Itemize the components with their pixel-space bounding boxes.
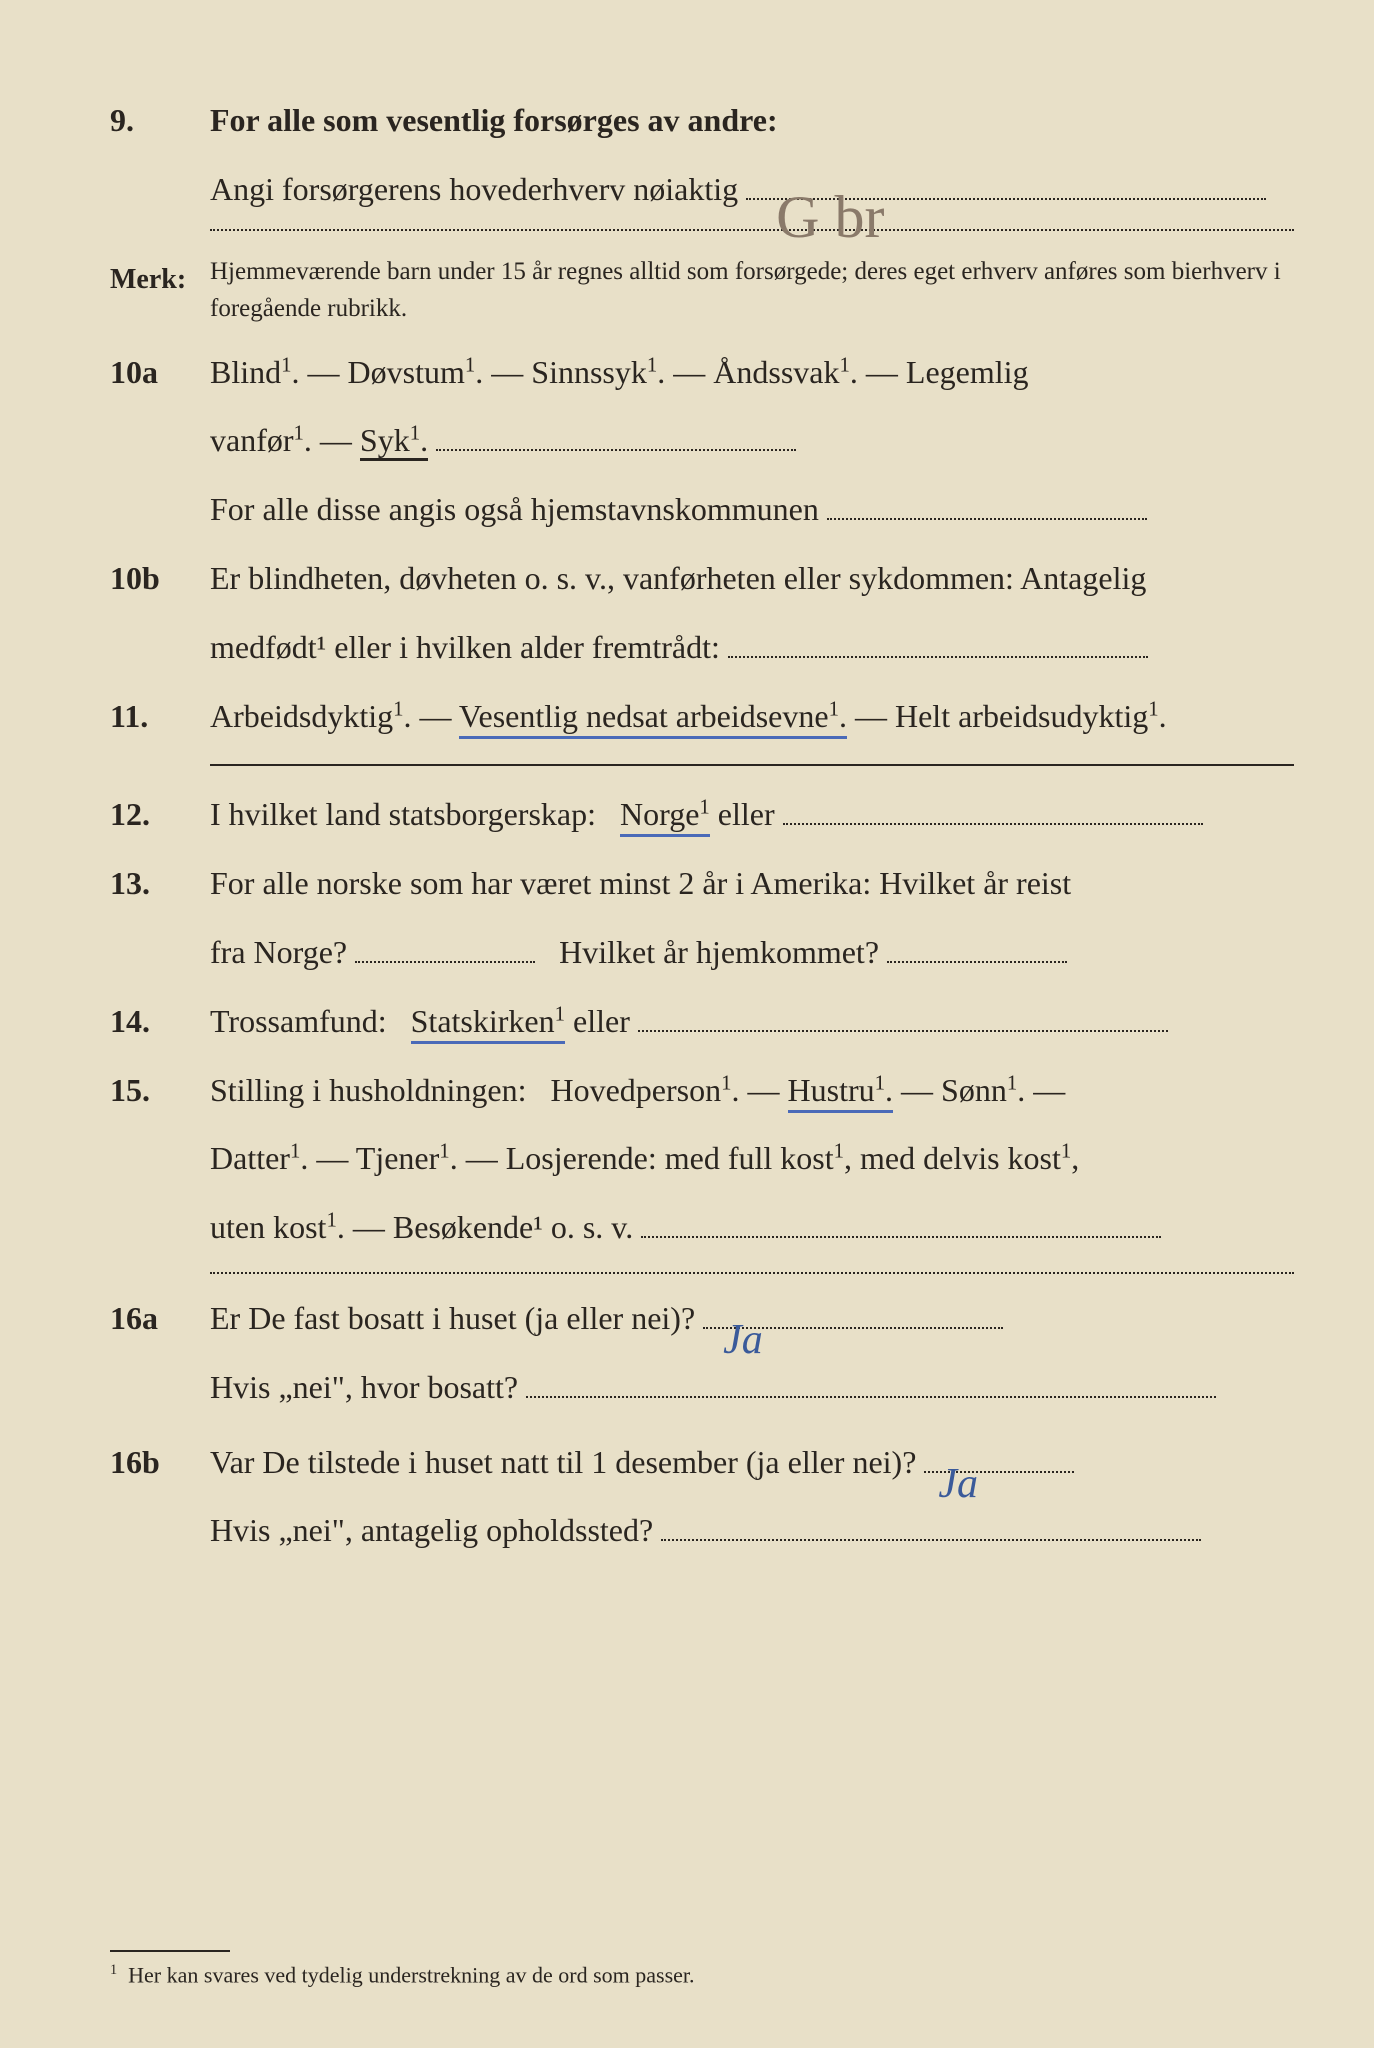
q16b-text2: Hvis „nei", antagelig opholdssted? [210, 1512, 653, 1548]
q14-statskirken-underlined: Statskirken1 [411, 1003, 565, 1044]
q15-fill [641, 1236, 1161, 1238]
q15-besokende: Besøkende¹ o. s. v. [393, 1209, 633, 1245]
q10a-opt-syk-underlined: Syk1. [360, 422, 428, 461]
q15-number: 15. [110, 1060, 210, 1121]
q16a-text2: Hvis „nei", hvor bosatt? [210, 1369, 518, 1405]
q11-line: 11. Arbeidsdyktig1. — Vesentlig nedsat a… [110, 686, 1294, 747]
q10a-opt-blind: Blind1. [210, 354, 300, 390]
q15-sonn: Sønn1. [941, 1072, 1025, 1108]
q16a-answer-line: Ja [703, 1327, 1003, 1329]
q11-number: 11. [110, 686, 210, 747]
q9-handwritten-answer: G br [776, 160, 884, 274]
q16b-text1: Var De tilstede i huset natt til 1 desem… [210, 1444, 916, 1480]
merk-text: Hjemmeværende barn under 15 år regnes al… [210, 253, 1294, 328]
q13-fill1 [355, 961, 535, 963]
q12-number: 12. [110, 784, 210, 845]
q16b-line2: Hvis „nei", antagelig opholdssted? [110, 1500, 1294, 1561]
divider-1 [210, 764, 1294, 766]
q10b-fill [728, 656, 1148, 658]
q11-opt1: Arbeidsdyktig1. [210, 698, 412, 734]
q14-line: 14. Trossamfund: Statskirken1 eller [110, 991, 1294, 1052]
q13-hjemkommet: Hvilket år hjemkommet? [559, 934, 879, 970]
q15-text: Stilling i husholdningen: [210, 1072, 526, 1108]
q15-datter: Datter1. [210, 1140, 308, 1176]
q10a-hjemstavn-fill [827, 518, 1147, 520]
q10b-text1: Er blindheten, døvheten o. s. v., vanfør… [210, 548, 1294, 609]
footnote-text: 1 Her kan svares ved tydelig understrekn… [110, 1962, 1294, 1988]
q9-line2: Angi forsørgerens hovederhverv nøiaktig … [110, 159, 1294, 220]
q13-fill2 [887, 961, 1067, 963]
q12-norge-underlined: Norge1 [620, 796, 710, 837]
q15-line1: 15. Stilling i husholdningen: Hovedperso… [110, 1060, 1294, 1121]
divider-dotted [210, 1272, 1294, 1274]
footnote-rule [110, 1950, 230, 1952]
q16b-fill2 [661, 1539, 1201, 1541]
q15-line3: uten kost1. — Besøkende¹ o. s. v. [110, 1197, 1294, 1258]
q10b-line1: 10b Er blindheten, døvheten o. s. v., va… [110, 548, 1294, 609]
q9-fill-line: G br [746, 198, 1266, 200]
q10a-opt-vanfor: vanfør1. [210, 422, 312, 458]
q10b-line2: medfødt¹ eller i hvilken alder fremtrådt… [110, 617, 1294, 678]
q16b-handwritten-answer: Ja [938, 1445, 978, 1525]
q13-line1: 13. For alle norske som har været minst … [110, 853, 1294, 914]
q11-opt2-underlined: Vesentlig nedsat arbeidsevne1. [459, 698, 847, 739]
q15-hovedperson: Hovedperson1. [550, 1072, 739, 1108]
q16b-answer-line: Ja [924, 1471, 1074, 1473]
merk-note: Merk: Hjemmeværende barn under 15 år reg… [110, 253, 1294, 328]
footnote-area: 1 Her kan svares ved tydelig understrekn… [110, 1950, 1294, 1988]
q13-text1: For alle norske som har været minst 2 år… [210, 853, 1294, 914]
q9-line1: 9. For alle som vesentlig forsørges av a… [110, 90, 1294, 151]
q10a-number: 10a [110, 342, 210, 403]
q15-uten-kost: uten kost1. [210, 1209, 345, 1245]
q10a-line2: vanfør1. — Syk1. [110, 410, 1294, 471]
q12-eller: eller [718, 796, 775, 832]
q10a-line1: 10a Blind1. — Døvstum1. — Sinnssyk1. — Å… [110, 342, 1294, 403]
q9-number: 9. [110, 90, 210, 151]
q10a-opt-dovstum: Døvstum1. [348, 354, 484, 390]
q9-prompt: Angi forsørgerens hovederhverv nøiaktig [210, 171, 738, 207]
q16a-line2: Hvis „nei", hvor bosatt? [110, 1357, 1294, 1418]
q10a-opt-sinnssyk: Sinnssyk1. [531, 354, 665, 390]
q9-continuation-line [210, 228, 1294, 231]
q9-heading: For alle som vesentlig forsørges av andr… [210, 90, 1294, 151]
q15-delvis-kost: med delvis kost1, [860, 1140, 1079, 1176]
q10b-number: 10b [110, 548, 210, 609]
q15-tjener: Tjener1. [356, 1140, 458, 1176]
q10b-text2: medfødt¹ eller i hvilken alder fremtrådt… [210, 629, 720, 665]
q13-line2: fra Norge? Hvilket år hjemkommet? [110, 922, 1294, 983]
q12-fill [783, 823, 1203, 825]
q13-fra-norge: fra Norge? [210, 934, 347, 970]
merk-label: Merk: [110, 253, 210, 306]
q14-eller: eller [573, 1003, 630, 1039]
footnote-body: Her kan svares ved tydelig understreknin… [128, 1962, 694, 1987]
q16a-handwritten-answer: Ja [723, 1301, 763, 1381]
q15-losjerende-full: Losjerende: med full kost1, [506, 1140, 852, 1176]
q13-number: 13. [110, 853, 210, 914]
q10a-opt-legemlig: Legemlig [906, 354, 1029, 390]
q16a-line1: 16a Er De fast bosatt i huset (ja eller … [110, 1288, 1294, 1349]
q15-hustru-underlined: Hustru1. [788, 1072, 894, 1113]
q16a-fill2 [526, 1396, 1216, 1398]
q10a-opt-andssvak: Åndssvak1. [713, 354, 858, 390]
q16b-number: 16b [110, 1432, 210, 1493]
q10a-line3: For alle disse angis også hjemstavnskomm… [110, 479, 1294, 540]
q14-number: 14. [110, 991, 210, 1052]
q15-line2: Datter1. — Tjener1. — Losjerende: med fu… [110, 1128, 1294, 1189]
q16a-text1: Er De fast bosatt i huset (ja eller nei)… [210, 1300, 695, 1336]
q16a-number: 16a [110, 1288, 210, 1349]
q16b-line1: 16b Var De tilstede i huset natt til 1 d… [110, 1432, 1294, 1493]
q14-fill [638, 1030, 1168, 1032]
q10a-hjemstavn: For alle disse angis også hjemstavnskomm… [210, 491, 819, 527]
q12-text: I hvilket land statsborgerskap: [210, 796, 596, 832]
q11-opt3: Helt arbeidsudyktig1. [895, 698, 1167, 734]
footnote-sup: 1 [110, 1962, 117, 1978]
census-form-page: 9. For alle som vesentlig forsørges av a… [0, 0, 1374, 2048]
q14-text: Trossamfund: [210, 1003, 387, 1039]
q10a-fill [436, 449, 796, 451]
q12-line: 12. I hvilket land statsborgerskap: Norg… [110, 784, 1294, 845]
